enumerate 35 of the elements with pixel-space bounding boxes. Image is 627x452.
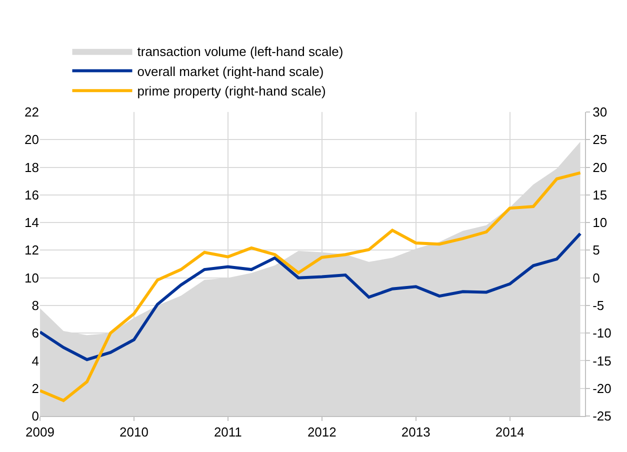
y-tick-label: 2	[32, 380, 39, 396]
x-tick-label: 2009	[26, 424, 54, 440]
y-tick-label: 8	[32, 298, 39, 313]
y2-tick-label: -25	[592, 408, 612, 424]
y-tick-label: 6	[32, 326, 39, 341]
y-tick-label: 0	[32, 408, 39, 424]
y-tick-label: 22	[24, 104, 39, 120]
y-tick-label: 16	[24, 187, 39, 202]
x-tick-label: 2010	[120, 424, 148, 440]
y-tick-label: 20	[24, 132, 39, 148]
legend-label: transaction volume (left-hand scale)	[137, 44, 344, 59]
y2-tick-label: 25	[592, 132, 608, 148]
x-tick-label: 2013	[401, 424, 430, 440]
y2-tick-label: 30	[592, 104, 608, 120]
legend-label: overall market (right-hand scale)	[137, 64, 324, 79]
line-series	[40, 171, 582, 402]
x-tick-label: 2014	[495, 424, 524, 440]
y-tick-label: 10	[24, 270, 39, 286]
y2-tick-label: -20	[592, 380, 612, 396]
legend-label: prime property (right-hand scale)	[137, 84, 326, 99]
y-tick-label: 12	[24, 242, 39, 258]
y2-tick-label: -5	[592, 298, 604, 313]
y-tick-label: 4	[32, 353, 39, 368]
y2-tick-label: 10	[592, 215, 608, 230]
y-tick-label: 18	[24, 160, 39, 175]
x-tick-label: 2011	[214, 424, 242, 440]
y2-tick-label: -10	[592, 326, 612, 341]
y-tick-label: 14	[24, 215, 39, 230]
y2-tick-label: 15	[592, 187, 608, 202]
y2-tick-label: -15	[592, 353, 612, 368]
x-tick-label: 2012	[307, 424, 336, 440]
y2-tick-label: 5	[592, 242, 600, 258]
y2-tick-label: 20	[592, 160, 608, 175]
line-series	[40, 232, 582, 362]
y2-tick-label: 0	[592, 270, 600, 286]
